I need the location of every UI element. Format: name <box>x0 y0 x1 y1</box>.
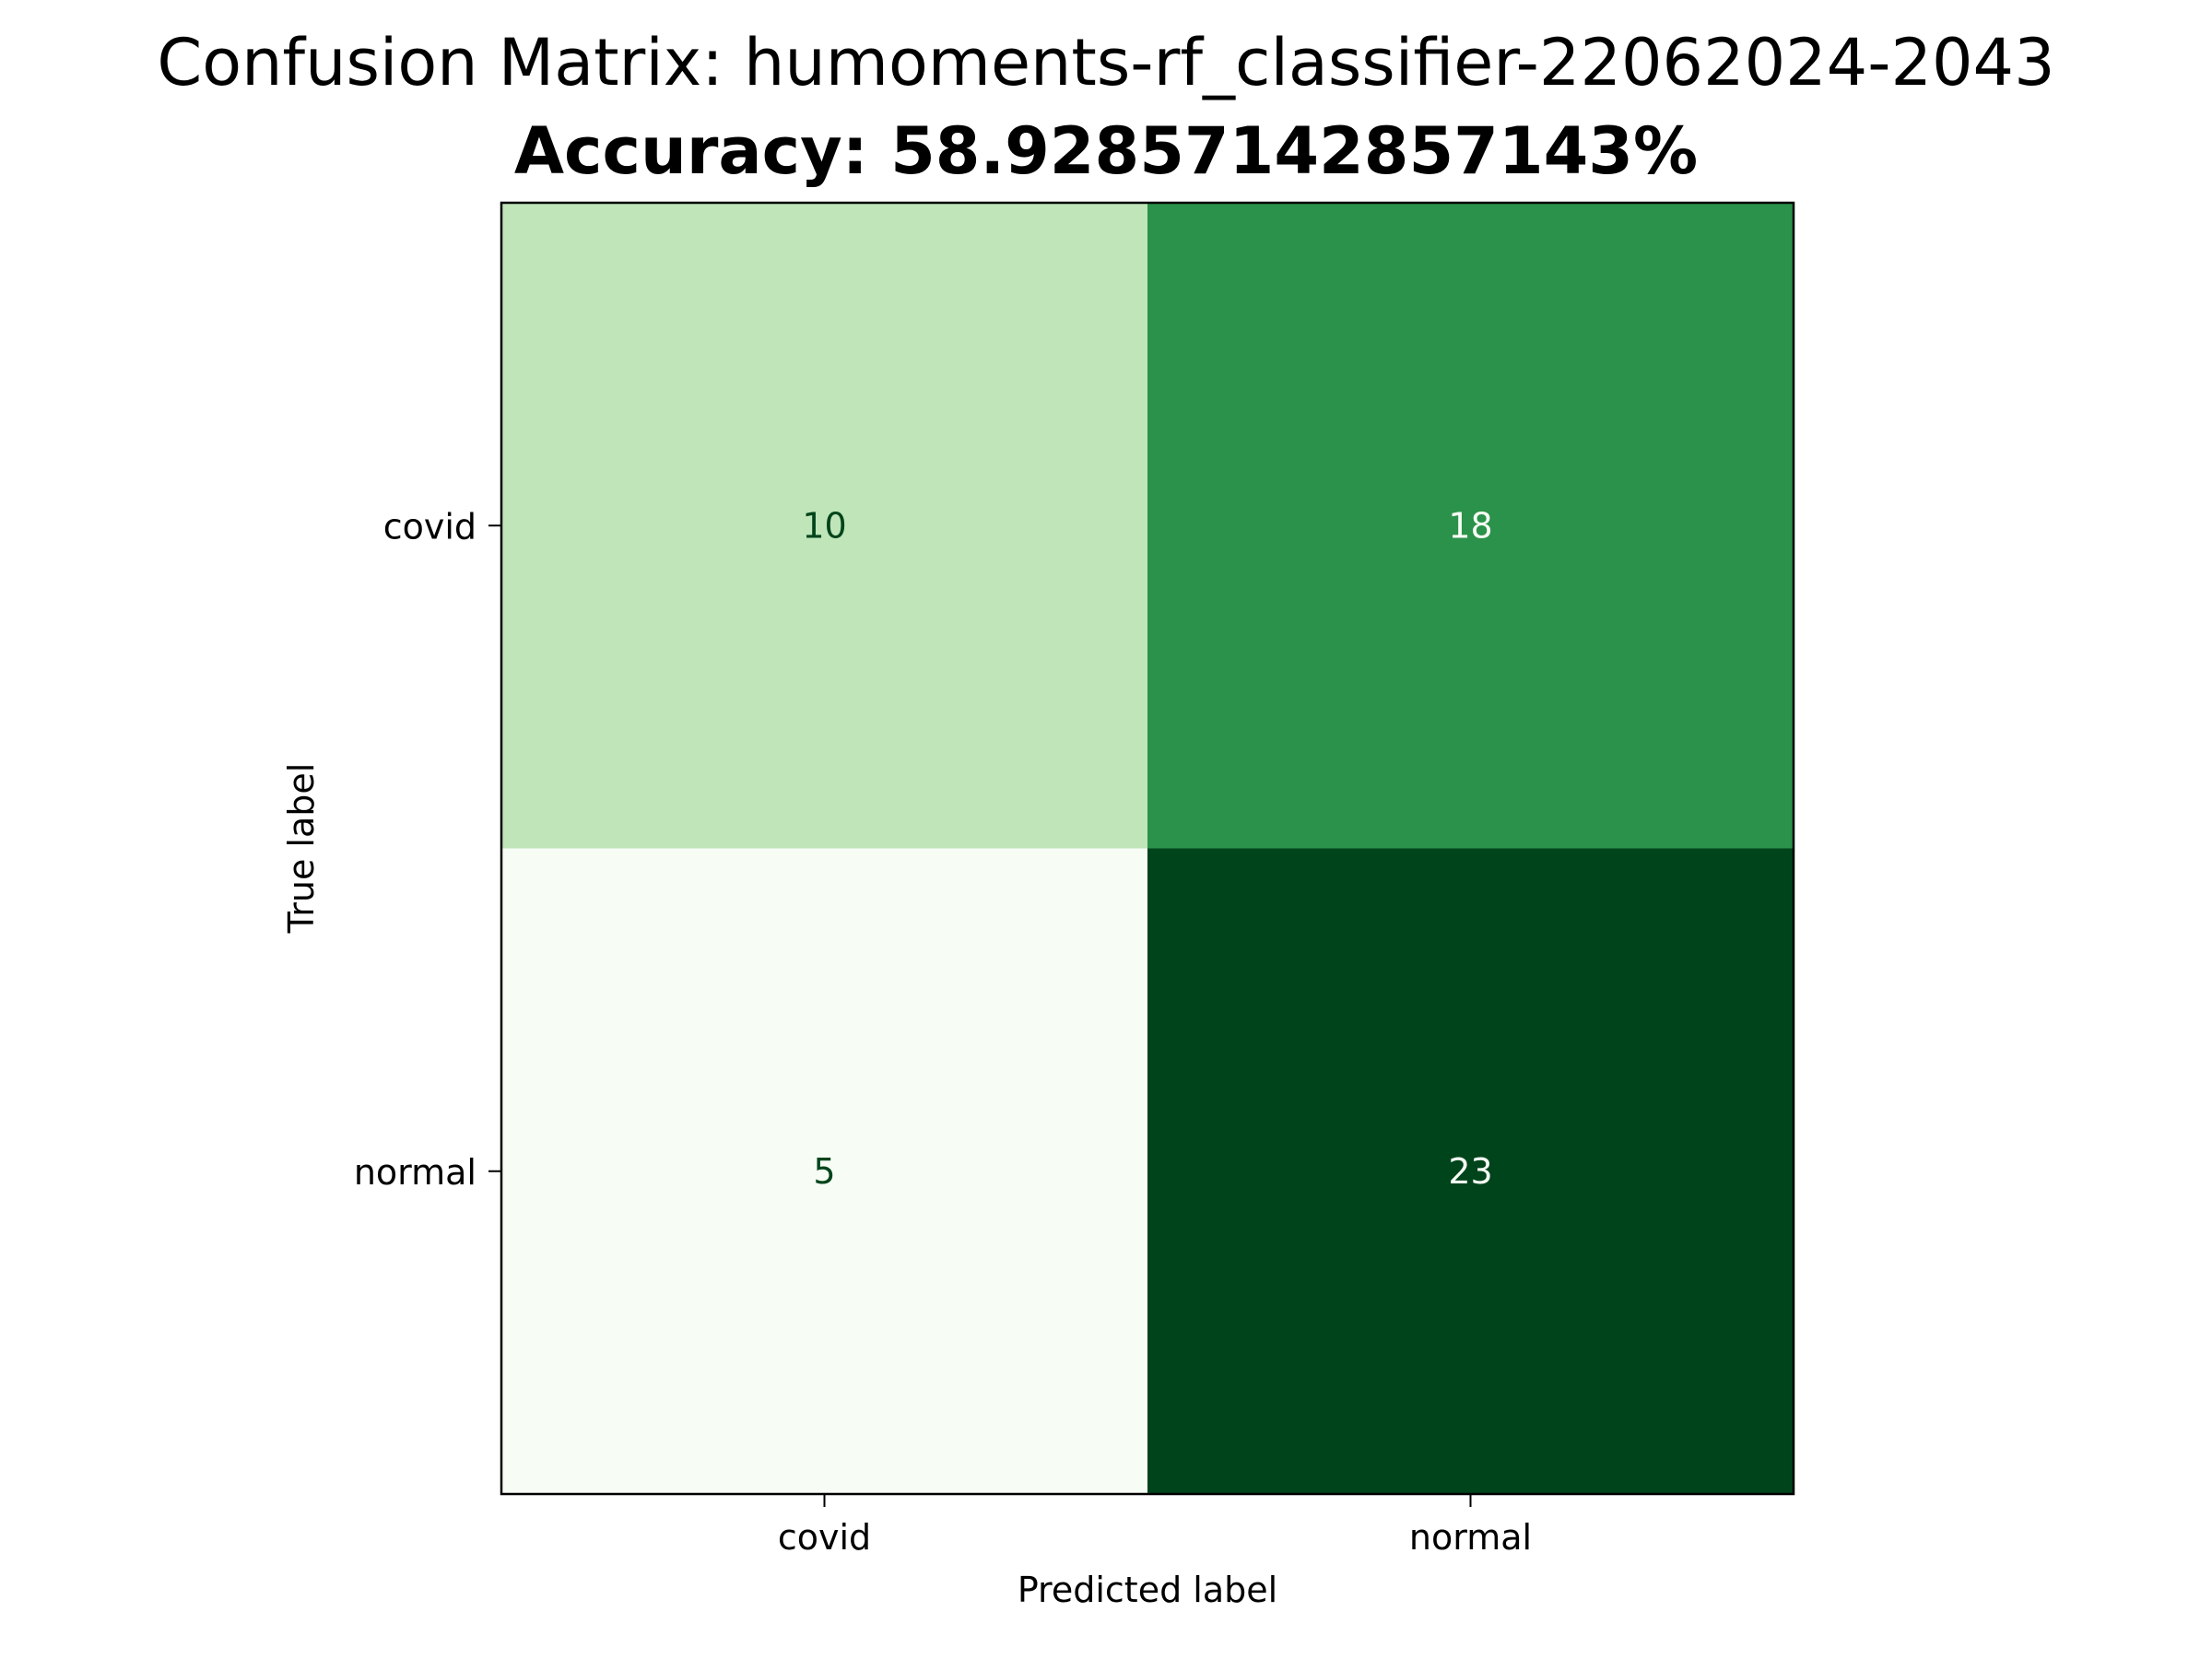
y-tick-label-covid: covid <box>383 506 477 547</box>
y-axis-label: True label <box>281 763 322 935</box>
heatmap-cell-labels: 10 18 5 23 <box>802 505 1492 1192</box>
x-tick-label-normal: normal <box>1409 1517 1532 1558</box>
cell-value-normal-covid: 5 <box>813 1151 835 1192</box>
chart-subtitle: Accuracy: 58.92857142857143% <box>514 113 1698 189</box>
heatmap-cell-normal-normal <box>1147 848 1794 1495</box>
y-axis-ticks: covid normal <box>354 506 501 1193</box>
chart-title: Confusion Matrix: humoments-rf_classifie… <box>157 25 2054 100</box>
cell-value-covid-covid: 10 <box>802 505 846 546</box>
x-tick-label-covid: covid <box>778 1517 871 1558</box>
heatmap-cells <box>501 203 1794 1495</box>
heatmap-cell-normal-covid <box>501 848 1148 1495</box>
heatmap-cell-covid-covid <box>501 203 1148 849</box>
cell-value-covid-normal: 18 <box>1448 505 1492 546</box>
plot-frame <box>500 201 1795 1496</box>
cell-value-normal-normal: 23 <box>1448 1151 1492 1192</box>
x-axis-label: Predicted label <box>1018 1570 1277 1610</box>
heatmap-cell-covid-normal <box>1147 203 1794 849</box>
y-tick-label-normal: normal <box>354 1152 477 1193</box>
x-axis-ticks: covid normal <box>778 1494 1532 1558</box>
